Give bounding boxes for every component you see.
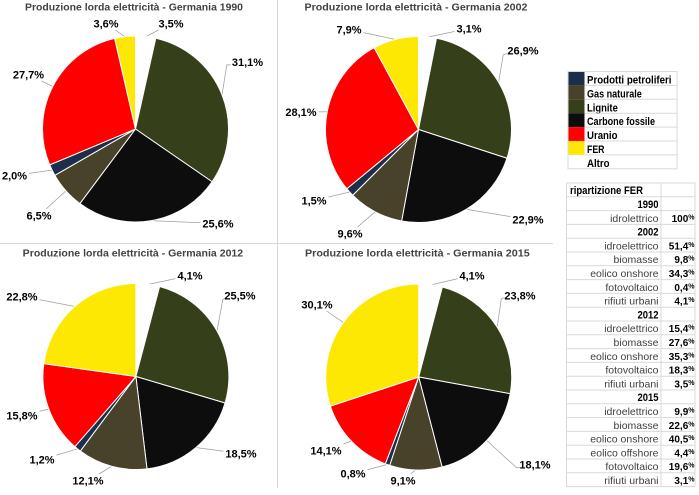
svg-text:22,9%: 22,9% [512, 215, 543, 227]
svg-text:biomasse: biomasse [614, 337, 659, 349]
svg-text:rifiuti urbani: rifiuti urbani [604, 296, 658, 308]
svg-text:rifiuti urbani: rifiuti urbani [604, 475, 658, 487]
svg-text:eolico offshore: eolico offshore [590, 447, 658, 459]
svg-text:18,3%: 18,3% [669, 366, 695, 377]
svg-text:4,1%: 4,1% [459, 271, 484, 283]
svg-text:19,6%: 19,6% [669, 462, 695, 473]
svg-text:Carbone fossile: Carbone fossile [587, 116, 655, 128]
svg-text:100%: 100% [672, 214, 696, 225]
svg-text:2,0%: 2,0% [2, 171, 27, 183]
svg-text:rifiuti urbani: rifiuti urbani [604, 378, 658, 390]
svg-text:3,1%: 3,1% [456, 24, 481, 36]
svg-text:idroelettrico: idroelettrico [604, 323, 658, 335]
svg-text:fotovoltaico: fotovoltaico [605, 365, 658, 377]
svg-text:1,5%: 1,5% [301, 196, 326, 208]
svg-text:ripartizione FER: ripartizione FER [570, 185, 643, 197]
svg-text:28,1%: 28,1% [285, 107, 316, 119]
svg-text:27,6%: 27,6% [669, 338, 695, 349]
svg-text:eolico onshore: eolico onshore [590, 351, 658, 363]
svg-text:4,4%: 4,4% [674, 448, 695, 459]
svg-text:biomasse: biomasse [614, 254, 659, 266]
svg-text:30,1%: 30,1% [301, 300, 332, 312]
svg-text:2012: 2012 [638, 309, 659, 321]
svg-text:31,1%: 31,1% [232, 57, 263, 69]
svg-text:3,1%: 3,1% [674, 476, 695, 487]
svg-text:FER: FER [587, 144, 605, 156]
svg-text:4,1%: 4,1% [177, 271, 202, 283]
svg-text:9,1%: 9,1% [390, 476, 415, 488]
svg-text:12,1%: 12,1% [72, 476, 103, 488]
svg-text:2002: 2002 [638, 227, 659, 239]
svg-text:18,5%: 18,5% [225, 449, 256, 461]
svg-text:22,6%: 22,6% [669, 421, 695, 432]
svg-text:34,3%: 34,3% [669, 269, 695, 280]
svg-text:22,8%: 22,8% [6, 292, 37, 304]
svg-text:25,6%: 25,6% [202, 219, 233, 231]
svg-text:18,1%: 18,1% [519, 460, 550, 472]
svg-text:3,5%: 3,5% [158, 19, 183, 31]
svg-text:3,5%: 3,5% [674, 379, 695, 390]
svg-text:idroelettrico: idroelettrico [604, 240, 658, 252]
svg-text:Prodotti petroliferi: Prodotti petroliferi [587, 75, 672, 87]
svg-text:6,5%: 6,5% [26, 211, 51, 223]
svg-text:9,6%: 9,6% [337, 229, 362, 241]
svg-text:25,5%: 25,5% [224, 291, 255, 303]
svg-text:14,1%: 14,1% [310, 446, 341, 458]
svg-text:Produzione lorda elettricità -: Produzione lorda elettricità - Germania … [25, 3, 243, 14]
svg-text:eolico onshore: eolico onshore [590, 268, 658, 280]
svg-text:35,3%: 35,3% [669, 352, 695, 363]
svg-text:0,8%: 0,8% [340, 469, 365, 481]
svg-text:Produzione lorda elettricità -: Produzione lorda elettricità - Germania … [23, 248, 244, 259]
svg-text:4,1%: 4,1% [674, 297, 695, 308]
svg-text:3,6%: 3,6% [93, 19, 118, 31]
svg-text:biomasse: biomasse [614, 420, 659, 432]
svg-text:27,7%: 27,7% [13, 70, 44, 82]
svg-text:fotovoltaico: fotovoltaico [605, 282, 658, 294]
svg-text:15,4%: 15,4% [669, 324, 695, 335]
svg-text:2015: 2015 [638, 392, 659, 404]
svg-text:Produzione lorda elettricità -: Produzione lorda elettricità - Germania … [305, 3, 528, 14]
svg-text:eolico onshore: eolico onshore [590, 434, 658, 446]
svg-text:51,4%: 51,4% [669, 241, 695, 252]
svg-text:fotovoltaico: fotovoltaico [605, 461, 658, 473]
svg-text:0,4%: 0,4% [674, 283, 695, 294]
svg-text:40,5%: 40,5% [669, 435, 695, 446]
svg-text:Uranio: Uranio [587, 130, 618, 142]
svg-text:Altro: Altro [587, 158, 610, 170]
svg-text:26,9%: 26,9% [507, 46, 538, 58]
svg-text:23,8%: 23,8% [504, 291, 535, 303]
svg-text:idroelettrico: idroelettrico [604, 406, 658, 418]
svg-text:Gas naturale: Gas naturale [587, 88, 642, 100]
svg-text:15,8%: 15,8% [6, 411, 37, 423]
svg-text:7,9%: 7,9% [336, 25, 361, 37]
svg-text:9,8%: 9,8% [674, 255, 695, 266]
svg-text:idrolettrico: idrolettrico [610, 213, 659, 225]
svg-text:Produzione lorda elettricità -: Produzione lorda elettricità - Germania … [305, 248, 530, 259]
svg-text:Lignite: Lignite [587, 102, 618, 114]
svg-text:1,2%: 1,2% [29, 455, 54, 467]
svg-text:9,9%: 9,9% [674, 407, 695, 418]
svg-text:1990: 1990 [638, 199, 659, 211]
